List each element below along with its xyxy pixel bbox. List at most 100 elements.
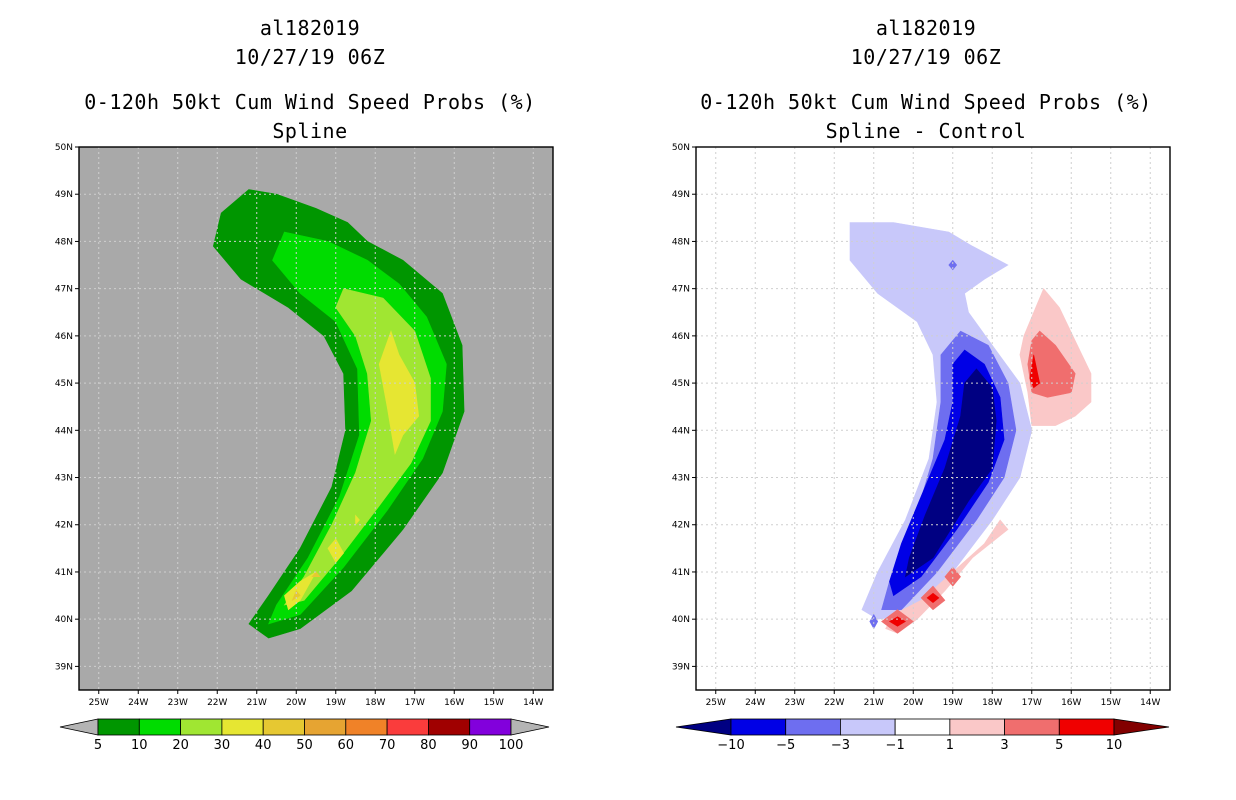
left-colorbar-label: 90	[461, 738, 478, 753]
left-ytick-label: 39N	[55, 662, 73, 672]
left-ytick-label: 43N	[55, 474, 73, 484]
left-colorbar-label: 80	[420, 738, 437, 753]
right-xtick-label: 18W	[982, 698, 1002, 708]
left-xtick-label: 23W	[168, 698, 188, 708]
right-chart-subtitle: Spline - Control	[825, 119, 1027, 143]
left-colorbar-label: 50	[296, 738, 313, 753]
left-colorbar-over-arrow	[510, 718, 550, 736]
right-contour-region	[1027, 330, 1076, 398]
right-xtick-label: 22W	[824, 698, 844, 708]
right-colorbar-label: 3	[1000, 738, 1008, 753]
left-colorbar-label: 60	[338, 738, 355, 753]
right-colorbar-label: −1	[886, 738, 905, 753]
left-contour-region	[378, 330, 420, 455]
right-ytick-label: 48N	[672, 237, 690, 247]
right-colorbar-swatch	[730, 718, 787, 736]
right-ytick-label: 46N	[672, 332, 690, 342]
left-ytick-label: 41N	[55, 568, 73, 578]
right-colorbar-label: −3	[831, 738, 850, 753]
right-ytick-label: 45N	[672, 379, 690, 389]
right-ytick-label: 40N	[672, 615, 690, 625]
left-colorbar-swatch	[345, 718, 388, 736]
right-colorbar-label: 5	[1055, 738, 1063, 753]
left-ytick-label: 45N	[55, 379, 73, 389]
left-xtick-label: 14W	[523, 698, 543, 708]
left-ytick-label: 49N	[55, 190, 73, 200]
left-xtick-label: 22W	[207, 698, 227, 708]
right-ytick-label: 49N	[672, 190, 690, 200]
left-contours	[212, 189, 465, 639]
left-grid	[79, 147, 553, 690]
left-plot: 25W 24W 23W 22W 21W 20W 19W 18W 17W 16W 15W 14W 39N 4…	[55, 143, 554, 753]
right-storm-id: al182019	[875, 16, 977, 40]
right-ytick-label: 41N	[672, 568, 690, 578]
left-ytick-label: 44N	[55, 426, 73, 436]
right-xtick-label: 25W	[706, 698, 726, 708]
left-colorbar-label: 40	[255, 738, 272, 753]
left-colorbar-swatch	[138, 718, 182, 736]
right-datetime: 10/27/19 06Z	[850, 45, 1002, 69]
right-grid	[696, 147, 1170, 690]
left-colorbar: 5 10 20 30 40 50 60 70 80 90 100	[59, 718, 550, 753]
right-chart-title: 0-120h 50kt Cum Wind Speed Probs (%)	[700, 90, 1152, 114]
right-plot: 25W 24W 23W 22W 21W 20W 19W 18W 17W 16W 15W 14W 39N 4…	[672, 143, 1171, 753]
left-colorbar-under-arrow	[59, 718, 99, 736]
right-colorbar-label: −10	[717, 738, 744, 753]
right-colorbar-swatch	[949, 718, 1005, 736]
right-ytick-label: 50N	[672, 143, 690, 153]
right-contour-region	[926, 592, 940, 603]
right-xtick-label: 21W	[864, 698, 884, 708]
left-colorbar-swatch	[427, 718, 471, 736]
left-colorbar-swatch	[469, 718, 512, 736]
left-xtick-label: 24W	[128, 698, 148, 708]
left-colorbar-swatch	[304, 718, 347, 736]
left-chart-title: 0-120h 50kt Cum Wind Speed Probs (%)	[84, 90, 536, 114]
right-contour-region	[948, 259, 958, 271]
right-ytick-label: 43N	[672, 474, 690, 484]
right-colorbar-swatch	[840, 718, 896, 736]
right-xtick-label: 23W	[785, 698, 805, 708]
right-ytick-label: 42N	[672, 521, 690, 531]
left-colorbar-swatch	[180, 718, 223, 736]
right-colorbar-label: 10	[1106, 738, 1123, 753]
right-xtick-label: 24W	[745, 698, 765, 708]
right-colorbar-label: −5	[776, 738, 795, 753]
left-xtick-label: 25W	[89, 698, 109, 708]
left-colorbar-label: 100	[499, 738, 524, 753]
left-colorbar-swatch	[386, 718, 429, 736]
left-colorbar-label: 70	[379, 738, 396, 753]
left-xtick-label: 15W	[484, 698, 504, 708]
left-ytick-label: 47N	[55, 285, 73, 295]
right-xtick-label: 15W	[1101, 698, 1121, 708]
right-ytick-label: 47N	[672, 285, 690, 295]
left-colorbar-swatch	[262, 718, 305, 736]
left-xtick-label: 16W	[444, 698, 464, 708]
left-ytick-label: 42N	[55, 521, 73, 531]
right-colorbar-over-arrow	[1113, 718, 1170, 736]
left-ytick-label: 40N	[55, 615, 73, 625]
right-xtick-label: 20W	[903, 698, 923, 708]
right-contour-region	[885, 519, 1009, 634]
left-xtick-label: 21W	[247, 698, 267, 708]
left-colorbar-swatch	[221, 718, 264, 736]
left-ytick-label: 48N	[55, 237, 73, 247]
right-colorbar-swatch	[785, 718, 841, 736]
left-ytick-label: 50N	[55, 143, 73, 153]
right-contour-region	[1029, 354, 1041, 389]
left-xtick-label: 20W	[286, 698, 306, 708]
right-colorbar-swatch	[894, 718, 951, 736]
right-ytick-label: 44N	[672, 426, 690, 436]
left-storm-id: al182019	[259, 16, 361, 40]
right-xtick-label: 14W	[1140, 698, 1160, 708]
right-ytick-label: 39N	[672, 662, 690, 672]
right-xtick-label: 16W	[1061, 698, 1081, 708]
right-xtick-label: 17W	[1022, 698, 1042, 708]
right-colorbar-swatch	[1058, 718, 1115, 736]
right-contours	[849, 222, 1092, 634]
left-colorbar-label: 10	[131, 738, 148, 753]
left-ytick-label: 46N	[55, 332, 73, 342]
left-xtick-label: 18W	[365, 698, 385, 708]
left-xtick-label: 19W	[326, 698, 346, 708]
left-contour-region	[311, 571, 321, 578]
